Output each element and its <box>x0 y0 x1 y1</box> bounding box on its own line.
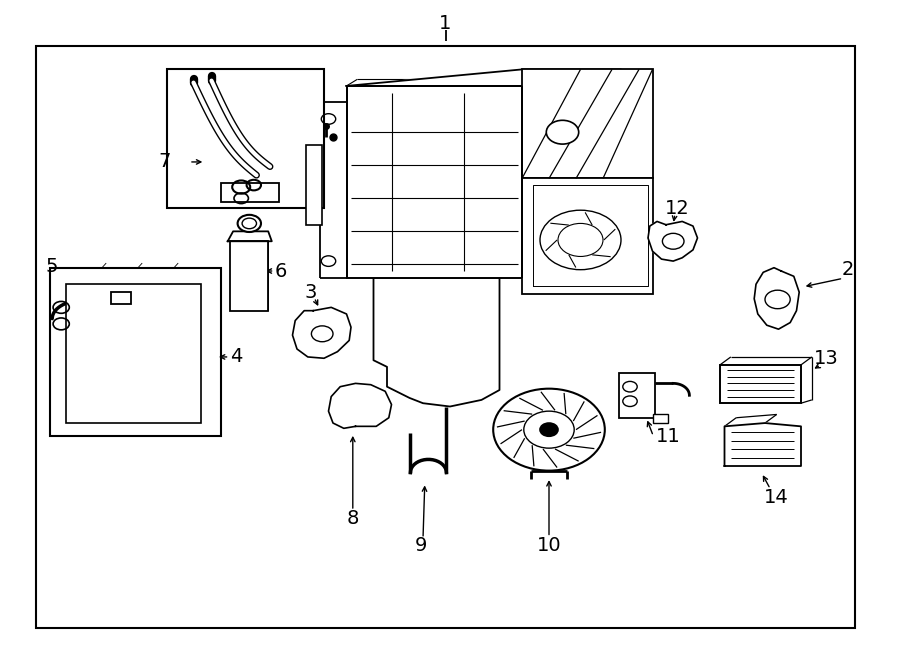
Bar <box>346 134 405 169</box>
Bar <box>36 46 855 628</box>
Circle shape <box>524 411 574 448</box>
Circle shape <box>546 120 579 144</box>
Polygon shape <box>374 278 500 407</box>
Text: 2: 2 <box>842 260 854 279</box>
Polygon shape <box>724 423 801 466</box>
Polygon shape <box>328 383 392 428</box>
Text: 4: 4 <box>230 348 242 366</box>
Bar <box>111 292 130 304</box>
Bar <box>306 145 322 225</box>
Text: 3: 3 <box>304 283 317 301</box>
Text: 5: 5 <box>46 257 58 276</box>
Bar <box>653 414 668 423</box>
Text: 13: 13 <box>814 349 839 368</box>
Circle shape <box>765 290 790 309</box>
Bar <box>619 373 655 418</box>
Bar <box>346 86 414 132</box>
Bar <box>50 268 220 436</box>
Text: 12: 12 <box>664 199 689 217</box>
Bar <box>66 284 201 423</box>
Bar <box>346 86 522 278</box>
Bar <box>230 241 268 311</box>
Text: 6: 6 <box>274 262 287 280</box>
Text: 1: 1 <box>439 14 452 32</box>
Bar <box>522 69 652 178</box>
Text: 11: 11 <box>655 427 680 446</box>
Circle shape <box>540 423 558 436</box>
Text: 9: 9 <box>415 536 428 555</box>
Polygon shape <box>648 221 698 261</box>
Text: 8: 8 <box>346 510 359 528</box>
Bar <box>522 178 652 294</box>
Circle shape <box>540 210 621 270</box>
Circle shape <box>493 389 605 471</box>
Text: 10: 10 <box>536 536 562 555</box>
Polygon shape <box>346 69 621 86</box>
Circle shape <box>311 326 333 342</box>
Polygon shape <box>754 268 799 329</box>
Bar <box>720 365 801 403</box>
Polygon shape <box>292 307 351 358</box>
Polygon shape <box>228 231 272 241</box>
Circle shape <box>238 215 261 232</box>
Text: 7: 7 <box>158 153 171 171</box>
Text: 14: 14 <box>763 488 788 506</box>
Bar <box>166 69 324 208</box>
Circle shape <box>662 233 684 249</box>
Bar <box>220 183 279 202</box>
